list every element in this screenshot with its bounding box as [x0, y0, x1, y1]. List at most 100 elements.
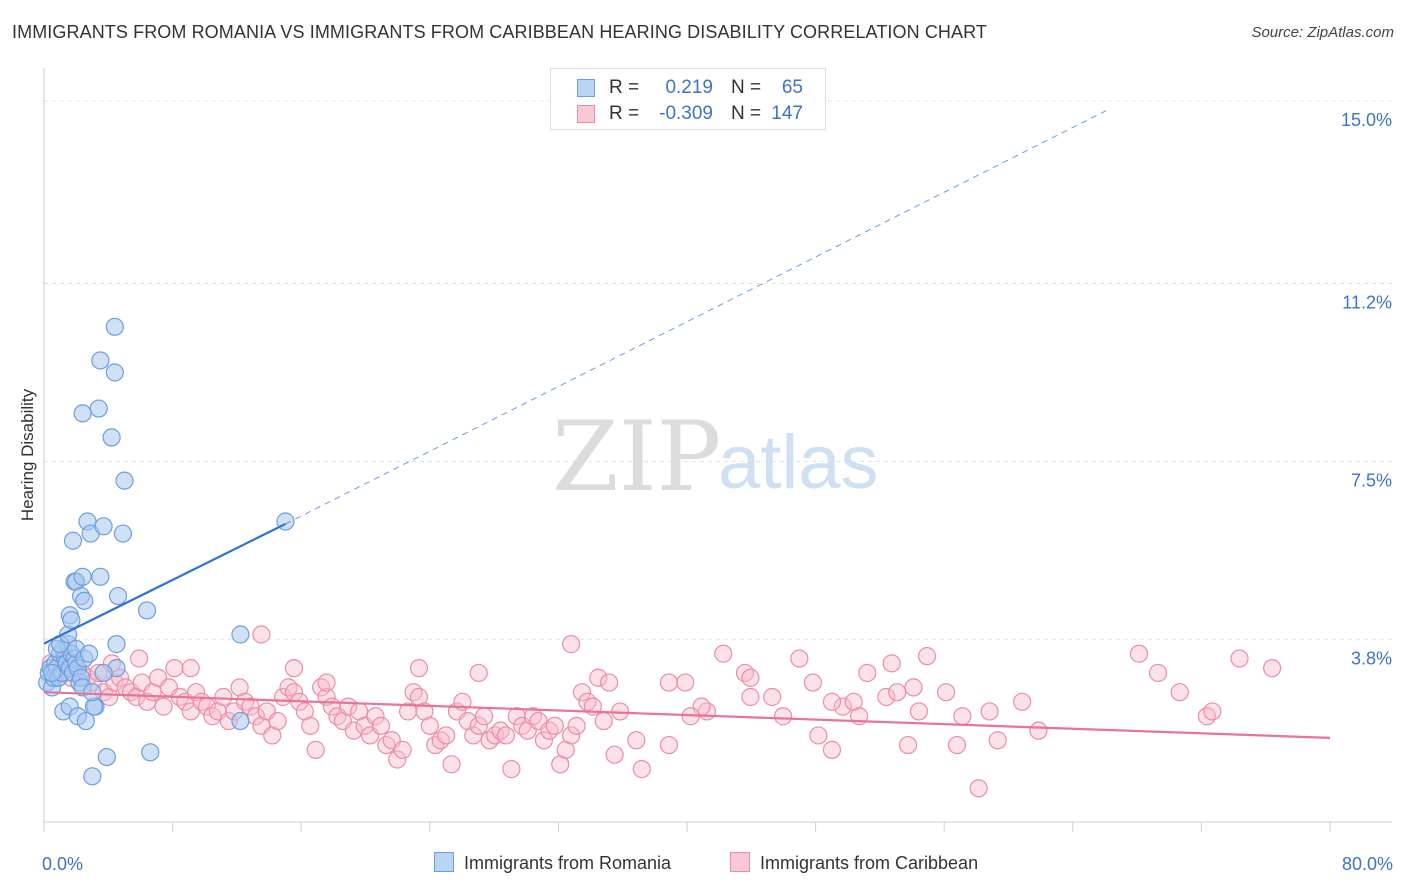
romania-swatch	[434, 852, 454, 872]
correlation-legend: R = 0.219 N = 65 R = -0.309 N = 147	[550, 68, 826, 130]
caribbean-point	[822, 740, 842, 759]
romania-point	[108, 586, 128, 606]
romania-point	[102, 428, 121, 447]
caribbean-points	[41, 625, 1282, 798]
caribbean-point	[523, 707, 543, 726]
romania-point	[141, 743, 160, 762]
romania-point	[113, 524, 132, 543]
caribbean-point	[398, 702, 418, 721]
romania-point	[89, 399, 108, 418]
caribbean-point	[909, 702, 929, 721]
caribbean-point	[803, 673, 823, 692]
caribbean-point	[888, 683, 907, 702]
romania-point	[105, 363, 124, 382]
caribbean-point	[491, 721, 510, 740]
legend-row-caribbean: R = -0.309 N = 147	[551, 101, 827, 127]
romania-point	[97, 747, 116, 767]
watermark-atlas: atlas	[718, 420, 879, 505]
y-tick-label: 11.2%	[1342, 293, 1392, 313]
legend-n-label: N =	[731, 77, 762, 98]
x-tick-label-min: 0.0%	[42, 854, 83, 874]
caribbean-point	[475, 707, 494, 726]
caribbean-point	[317, 673, 336, 692]
caribbean-point	[181, 659, 200, 678]
caribbean-point	[659, 673, 679, 692]
caribbean-point	[1013, 692, 1032, 711]
romania-trend-line	[43, 522, 286, 645]
caribbean-point	[605, 745, 624, 764]
caribbean-point	[1129, 644, 1149, 663]
caribbean-point	[1197, 707, 1217, 726]
axes	[43, 68, 1392, 832]
caribbean-point	[1029, 721, 1048, 740]
caribbean-point	[409, 659, 429, 678]
watermark-zip: ZIP	[552, 401, 721, 513]
caribbean-point	[980, 702, 999, 721]
caribbean-point	[790, 649, 809, 668]
romania-point	[79, 644, 99, 663]
y-axis-label: Hearing Disability	[18, 388, 37, 521]
caribbean-point	[235, 692, 255, 711]
caribbean-point	[562, 726, 581, 745]
caribbean-point	[469, 663, 488, 683]
caribbean-point	[469, 716, 488, 735]
caribbean-point	[241, 697, 260, 716]
caribbean-point	[969, 779, 988, 798]
caribbean-point	[1203, 702, 1222, 721]
romania-point	[231, 625, 250, 644]
romania-point	[63, 531, 83, 550]
caribbean-point	[312, 678, 331, 697]
romania-point	[73, 404, 92, 423]
caribbean-point	[279, 678, 298, 697]
legend-r-label: R =	[609, 77, 640, 98]
caribbean-point	[306, 740, 325, 759]
caribbean-point	[1263, 659, 1282, 678]
caribbean-point	[420, 716, 439, 735]
romania-point	[107, 635, 126, 654]
caribbean-point	[735, 663, 755, 683]
y-tick-label: 15.0%	[1341, 110, 1392, 130]
x-tick-label-max: 80.0%	[1342, 854, 1393, 874]
caribbean-point	[388, 750, 407, 769]
caribbean-point	[284, 659, 304, 678]
caribbean-point	[904, 678, 923, 697]
caribbean-point	[562, 635, 581, 654]
caribbean-point	[659, 735, 679, 755]
romania-point	[94, 517, 113, 536]
bottom-legend-romania-label: Immigrants from Romania	[464, 853, 672, 873]
romania-point	[83, 683, 102, 702]
caribbean-swatch	[730, 852, 750, 872]
romania-point	[83, 767, 102, 786]
romania-point	[73, 567, 92, 586]
y-tick-label: 3.8%	[1351, 648, 1392, 668]
romania-point	[105, 317, 124, 336]
romania-point	[91, 567, 110, 586]
caribbean-point	[567, 716, 586, 735]
caribbean-point	[676, 673, 695, 692]
caribbean-point	[366, 707, 385, 726]
caribbean-point	[252, 625, 271, 644]
watermark: ZIP atlas	[552, 401, 879, 513]
gridlines	[44, 100, 1392, 640]
caribbean-point	[203, 707, 222, 726]
legend-n-value: 65	[781, 77, 803, 98]
caribbean-point	[138, 692, 157, 711]
romania-point	[42, 663, 62, 683]
legend-n-label: N =	[731, 103, 762, 124]
romania-point	[231, 711, 250, 731]
legend-r-label: R =	[609, 103, 640, 124]
caribbean-point	[627, 731, 646, 750]
romania-point	[62, 610, 81, 630]
caribbean-point	[507, 707, 526, 726]
legend-r-value: -0.309	[659, 103, 713, 124]
caribbean-point	[442, 755, 461, 774]
romania-point	[94, 663, 113, 683]
bottom-legend-caribbean: Immigrants from Caribbean	[730, 852, 978, 874]
caribbean-point	[1148, 663, 1168, 683]
caribbean-point	[431, 731, 450, 750]
caribbean-point	[917, 647, 937, 666]
source-label: Source: ZipAtlas.com	[1251, 24, 1394, 41]
bottom-legend-caribbean-label: Immigrants from Caribbean	[760, 853, 979, 873]
caribbean-point	[773, 707, 793, 726]
